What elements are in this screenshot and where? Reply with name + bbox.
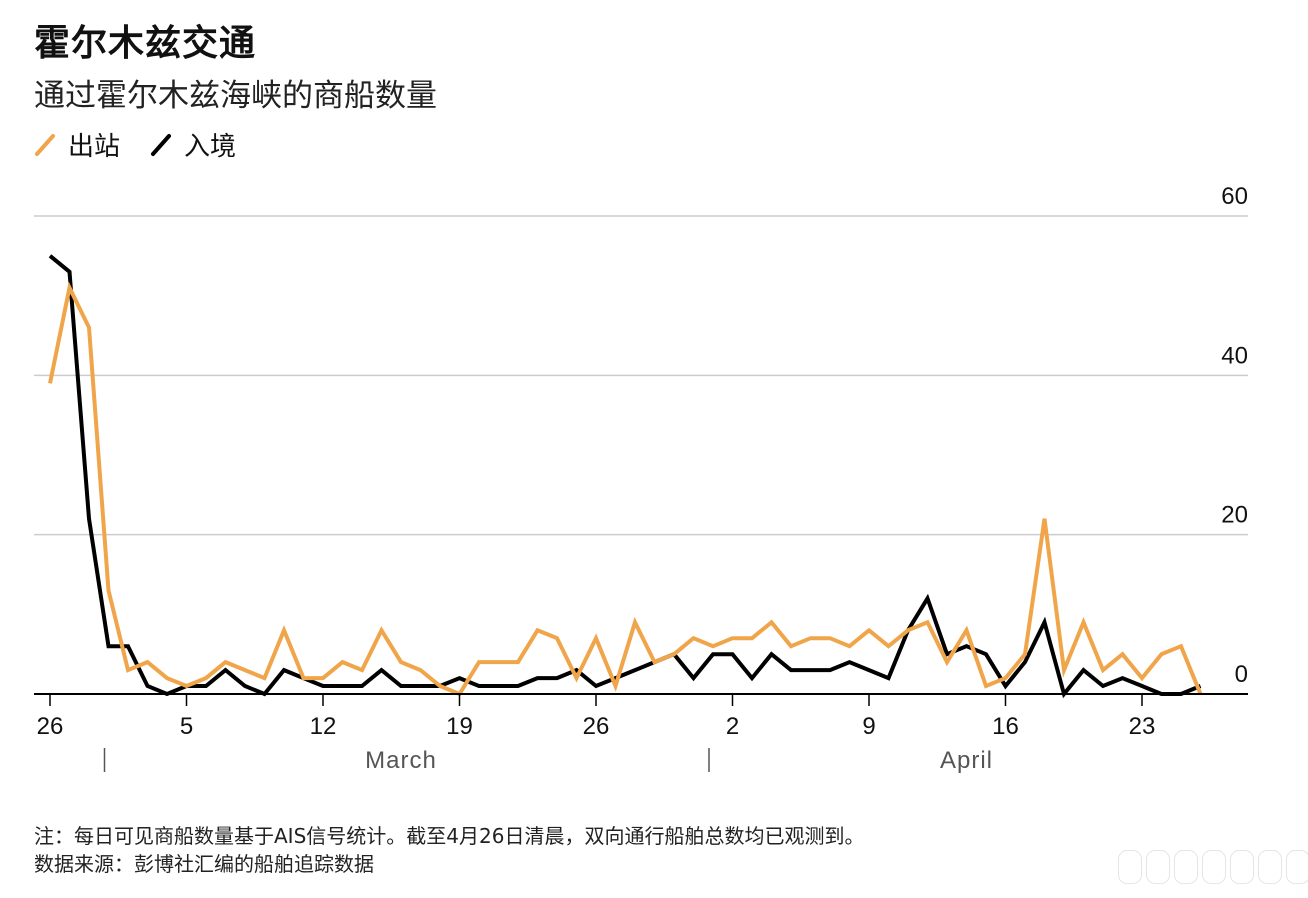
footnote: 注：每日可见商船数量基于AIS信号统计。截至4月26日清晨，双向通行船舶总数均已…: [34, 824, 865, 848]
month-label: March: [365, 747, 437, 774]
y-tick-label: 20: [1221, 502, 1248, 529]
y-tick-label: 0: [1235, 661, 1248, 688]
x-tick-label: 12: [310, 713, 337, 740]
watermark-logo: [1118, 850, 1308, 884]
x-tick-label: 26: [37, 713, 64, 740]
x-tick-label: 2: [726, 713, 739, 740]
y-tick-label: 60: [1221, 183, 1248, 210]
chart-title: 霍尔木兹交通: [34, 23, 257, 64]
source-note: 数据来源：彭博社汇编的船舶追踪数据: [34, 852, 374, 876]
series-line-inbound: [48, 254, 1202, 699]
legend-item-outbound: 出站: [34, 126, 120, 163]
legend-item-inbound: 入境: [150, 126, 236, 163]
x-tick-label: 23: [1129, 713, 1156, 740]
month-label: April: [940, 747, 993, 774]
chart-subtitle: 通过霍尔木兹海峡的商船数量: [34, 78, 437, 114]
y-tick-label: 40: [1221, 342, 1248, 369]
x-tick-label: 26: [583, 713, 610, 740]
x-tick-label: 16: [992, 713, 1019, 740]
legend-swatch-outbound: [35, 133, 55, 156]
legend-label-outbound: 出站: [68, 132, 121, 162]
x-tick-label: 5: [180, 713, 193, 740]
x-tick-label: 9: [862, 713, 875, 740]
line-chart: 0 20 40 60 26 5 12 19 26 2 9 16 23 March April: [34, 183, 1248, 774]
legend: 出站 入境: [34, 126, 266, 163]
legend-label-inbound: 入境: [184, 132, 237, 162]
legend-swatch-inbound: [151, 133, 172, 156]
x-tick-label: 19: [446, 713, 473, 740]
series-line-outbound: [48, 281, 1203, 697]
